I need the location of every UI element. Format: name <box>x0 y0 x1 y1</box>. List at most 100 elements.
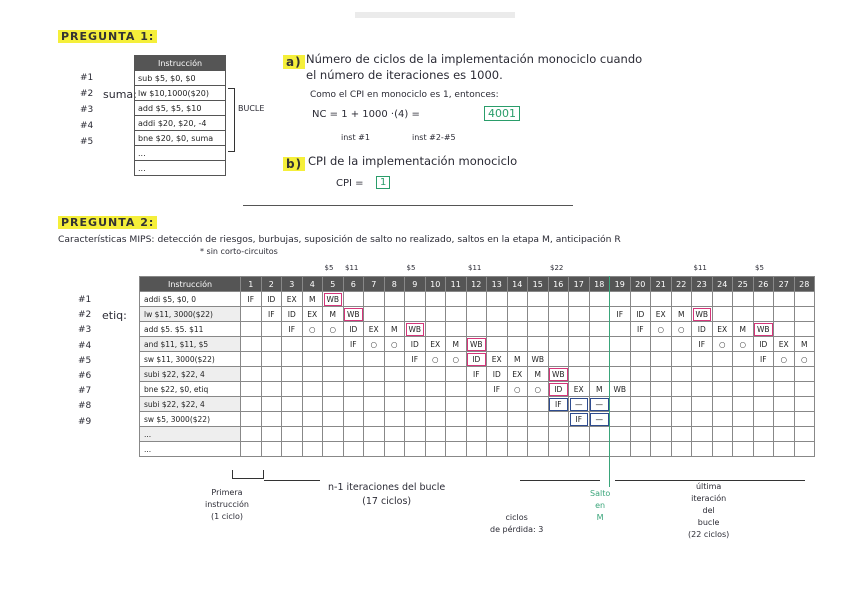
pipeline-cell <box>383 396 405 412</box>
pipeline-cell <box>629 441 651 457</box>
pipeline-cell <box>547 426 569 442</box>
q1-a-text-1: Número de ciclos de la implementación mo… <box>306 52 643 66</box>
pipeline-cell: IF <box>465 366 487 382</box>
pipeline-cell <box>424 291 446 307</box>
pipeline-cell: WB <box>691 306 713 322</box>
pipeline-cell <box>650 351 672 367</box>
pipeline-cell <box>629 336 651 352</box>
pipeline-cell <box>240 321 262 337</box>
pipeline-cell <box>691 426 713 442</box>
pipeline-row: add $5. $5. $11 IF ○ ○ ID EX M WB IF ○ ○ ID EX M WB <box>139 321 815 337</box>
pipeline-cell: M <box>588 381 610 397</box>
cycle-header: 13 <box>486 276 508 292</box>
pipeline-cell: IF <box>752 351 774 367</box>
pipeline-cell <box>301 366 323 382</box>
cycle-header: 8 <box>383 276 405 292</box>
pipeline-cell <box>486 426 508 442</box>
register-mark: $11 <box>468 264 482 272</box>
pipeline-cell <box>404 441 426 457</box>
pipeline-cell <box>486 441 508 457</box>
pipeline-cell <box>342 351 364 367</box>
pipeline-cell: WB <box>752 321 774 337</box>
pipeline-cell <box>732 411 754 427</box>
pipeline-cell <box>568 351 590 367</box>
pipeline-cell: WB <box>342 306 364 322</box>
pipeline-cell <box>609 291 631 307</box>
pipeline-cell <box>424 396 446 412</box>
pipeline-cell <box>301 411 323 427</box>
pipeline-cell <box>404 291 426 307</box>
pipeline-cell <box>691 381 713 397</box>
pipeline-cell <box>404 306 426 322</box>
pipeline-cell: M <box>793 336 815 352</box>
pipeline-cell <box>568 321 590 337</box>
pipeline-cell <box>281 336 303 352</box>
pipeline-cell: M <box>301 291 323 307</box>
pipeline-cell <box>629 291 651 307</box>
pipeline-cell <box>547 291 569 307</box>
pipeline-cell <box>527 426 549 442</box>
pipeline-cell <box>342 411 364 427</box>
pipeline-cell <box>486 306 508 322</box>
pipeline-cell <box>281 441 303 457</box>
annot-jump: Salto en M <box>590 489 611 522</box>
pipeline-cell <box>547 351 569 367</box>
pipeline-cell: ID <box>691 321 713 337</box>
pipeline-cell <box>465 396 487 412</box>
pipeline-cell <box>240 336 262 352</box>
pipeline-cell <box>773 411 795 427</box>
pipeline-cell: IF <box>260 306 282 322</box>
pipeline-cell <box>301 426 323 442</box>
pipeline-cell <box>445 321 467 337</box>
q2-note: * sin corto-circuitos <box>200 247 278 256</box>
pipeline-cell <box>732 426 754 442</box>
pipeline-cell: EX <box>773 336 795 352</box>
pipeline-cell <box>732 291 754 307</box>
pipeline-cell <box>793 411 815 427</box>
pipeline-cell: ID <box>547 381 569 397</box>
pipeline-cell <box>240 396 262 412</box>
cycle-header: 26 <box>752 276 774 292</box>
pipeline-cell: M <box>527 366 549 382</box>
pipeline-cell: ○ <box>383 336 405 352</box>
pipeline-cell <box>383 366 405 382</box>
pipeline-cell: ID <box>465 351 487 367</box>
pipeline-cell <box>609 441 631 457</box>
pipeline-cell <box>506 306 528 322</box>
q1-instr-row: ... <box>134 160 226 176</box>
pipeline-cell <box>752 396 774 412</box>
pipeline-cell <box>342 381 364 397</box>
pipeline-row: bne $22, $0, etiq IF ○ ○ ID EX M WB <box>139 381 815 397</box>
pipeline-cell: ID <box>486 366 508 382</box>
register-mark: $11 <box>345 264 359 272</box>
pipeline-cell: ○ <box>301 321 323 337</box>
pipeline-cell <box>424 411 446 427</box>
pipeline-cell <box>260 351 282 367</box>
pipeline-cell <box>404 381 426 397</box>
pipeline-cell <box>383 381 405 397</box>
pipeline-cell: IF <box>568 411 590 427</box>
pipeline-cell: ○ <box>773 351 795 367</box>
pipeline-cell <box>301 351 323 367</box>
pipeline-cell <box>301 336 323 352</box>
jump-line <box>608 276 610 487</box>
pipeline-cell <box>342 441 364 457</box>
cycle-header: 6 <box>342 276 364 292</box>
pipeline-cell <box>650 291 672 307</box>
pipeline-cell <box>363 396 385 412</box>
pipeline-cell <box>322 366 344 382</box>
pipeline-cell <box>732 381 754 397</box>
pipeline-cell <box>527 291 549 307</box>
cycle-header: 10 <box>424 276 446 292</box>
pipeline-cell <box>363 411 385 427</box>
pipeline-table: Instrucción 1 2 3 4 5 6 7 8 9 10 11 12 13 14 15 16 17 18 19… <box>139 276 815 457</box>
pipeline-cell <box>486 411 508 427</box>
pipeline-cell <box>445 366 467 382</box>
pipeline-cell <box>465 411 487 427</box>
register-mark: $5 <box>755 264 764 272</box>
pipeline-instr: add $5. $5. $11 <box>139 321 241 337</box>
pipeline-cell <box>773 426 795 442</box>
pipeline-cell: EX <box>650 306 672 322</box>
pipeline-cell <box>465 306 487 322</box>
pipeline-cell: ID <box>281 306 303 322</box>
